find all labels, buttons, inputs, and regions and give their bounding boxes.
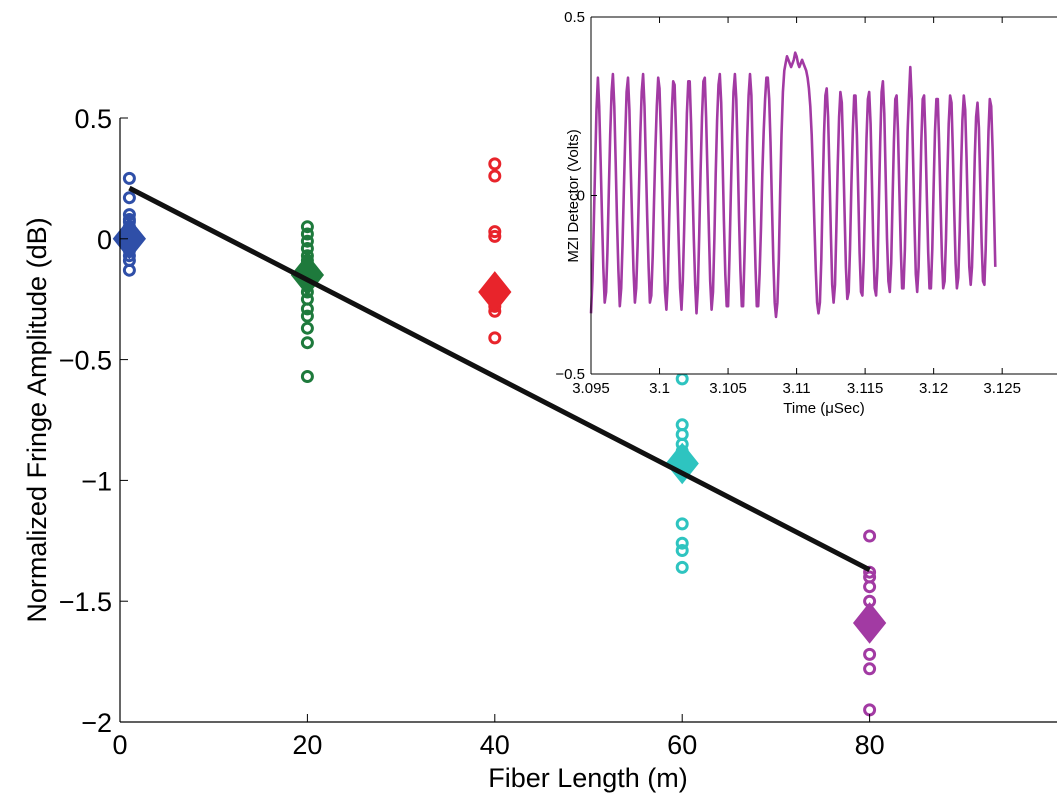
inset-x-tick-label: 3.095 (572, 380, 610, 397)
data-point (122, 263, 136, 277)
data-point (488, 157, 502, 171)
data-point (863, 703, 877, 717)
data-point (863, 662, 877, 676)
data-point (863, 580, 877, 594)
y-tick-label: 0.5 (74, 104, 112, 134)
main-x-axis-label: Fiber Length (m) (488, 763, 688, 793)
data-point (488, 225, 502, 239)
mean-diamond (478, 271, 512, 313)
y-tick-label: −0.5 (59, 346, 112, 376)
x-tick-label: 80 (855, 730, 885, 760)
data-point (675, 536, 689, 550)
data-point (300, 336, 314, 350)
data-point (300, 220, 314, 234)
inset-y-axis-label: MZI Detector (Volts) (565, 129, 582, 262)
main-plot-area (112, 157, 887, 717)
data-point (300, 321, 314, 335)
data-point (488, 331, 502, 345)
x-tick-label: 20 (292, 730, 322, 760)
data-point (675, 517, 689, 531)
inset-x-tick-label: 3.115 (847, 380, 883, 397)
data-point (675, 372, 689, 386)
data-point (675, 544, 689, 557)
data-point (675, 560, 689, 574)
data-point (300, 234, 314, 248)
data-point (488, 169, 502, 183)
fit-line (128, 185, 871, 573)
data-point (300, 242, 314, 255)
inset-x-tick-label: 3.12 (919, 380, 948, 397)
data-point (863, 647, 877, 661)
main-chart: 0 20 40 60 80 −2 −1.5 −1 −0.5 0 0.5 Fiber Length (… (22, 104, 1057, 793)
data-point (300, 302, 314, 316)
data-point (488, 229, 502, 243)
main-axis-ticks: 0 20 40 60 80 −2 −1.5 −1 −0.5 0 0.5 (59, 104, 885, 760)
mzi-trace-line (589, 51, 997, 319)
inset-x-tick-label: 3.11 (783, 380, 811, 397)
mean-diamond (665, 442, 699, 485)
inset-plot-area (589, 51, 997, 319)
inset-x-tick-label: 3.125 (983, 380, 1021, 397)
inset-y-tick-label: 0 (577, 188, 585, 205)
y-tick-label: 0 (97, 225, 112, 255)
y-tick-label: −1 (81, 466, 112, 496)
y-tick-label: −2 (81, 708, 112, 738)
mean-diamond (852, 602, 887, 644)
inset-y-tick-label: −0.5 (555, 366, 585, 383)
main-y-axis-label: Normalized Fringe Amplitude (dB) (22, 217, 52, 622)
inset-x-tick-label: 3.105 (709, 380, 747, 397)
mean-diamond (112, 217, 147, 260)
data-point (300, 370, 314, 383)
data-point (863, 529, 877, 543)
data-point (300, 227, 314, 241)
inset-axis-ticks: 3.095 3.1 3.105 3.11 3.115 3.12 3.125 −0.5 0 0.5 (555, 9, 1021, 397)
data-point (122, 191, 136, 205)
data-point (122, 171, 136, 185)
inset-chart: 3.095 3.1 3.105 3.11 3.115 3.12 3.125−0.500.5 … (555, 9, 1057, 417)
inset-y-tick-label: 0.5 (564, 9, 585, 26)
x-tick-label: 60 (667, 730, 697, 760)
y-tick-label: −1.5 (59, 587, 112, 617)
inset-x-tick-label: 3.1 (649, 380, 670, 397)
x-tick-label: 40 (480, 730, 510, 760)
data-point (300, 309, 314, 323)
x-tick-label: 0 (112, 730, 127, 760)
inset-x-axis-label: Time (μSec) (783, 400, 864, 417)
